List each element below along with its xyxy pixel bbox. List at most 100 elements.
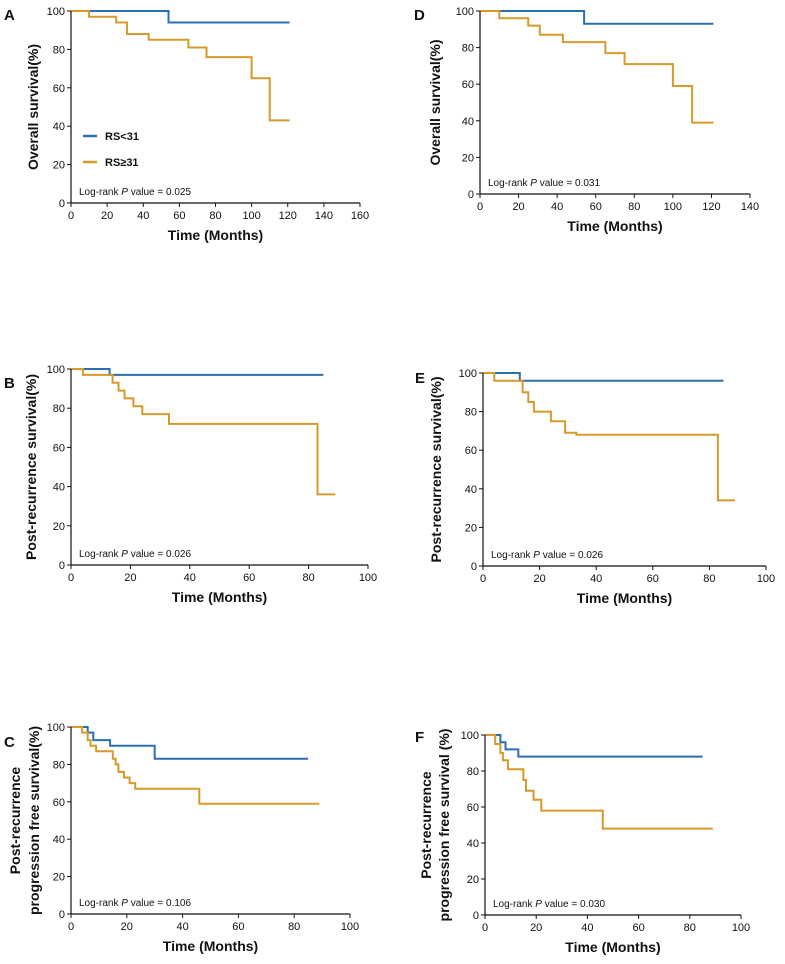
y-tick-label: 100 — [456, 6, 474, 18]
series-line-rs-31-or-above — [480, 10, 714, 124]
panel-label: B — [4, 375, 15, 392]
x-tick-label: 40 — [581, 922, 593, 934]
x-tick-label: 0 — [482, 922, 488, 934]
x-tick-label: 40 — [551, 201, 563, 213]
x-tick-label: 0 — [68, 210, 74, 222]
annotation-value: value = 0.025 — [128, 187, 192, 198]
y-tick-label: 0 — [59, 909, 65, 921]
x-tick-label: 20 — [121, 921, 133, 933]
annotation-value: value = 0.030 — [542, 899, 606, 910]
y-tick-label: 80 — [53, 44, 65, 56]
x-tick-label: 140 — [741, 201, 759, 213]
x-tick-label: 0 — [480, 573, 486, 585]
x-tick-label: 80 — [302, 572, 314, 584]
y-tick-label: 100 — [459, 368, 477, 380]
y-tick-label: 20 — [53, 160, 65, 172]
y-tick-label: 20 — [465, 522, 477, 534]
x-tick-label: 40 — [184, 572, 196, 584]
series-line-rs-below-31 — [71, 10, 290, 24]
x-tick-label: 80 — [288, 921, 300, 933]
y-tick-label: 80 — [467, 766, 479, 778]
series-line-rs-below-31 — [483, 372, 724, 382]
x-tick-label: 80 — [703, 573, 715, 585]
panel-label: F — [415, 729, 424, 746]
x-tick-label: 60 — [232, 921, 244, 933]
y-tick-label: 40 — [53, 121, 65, 133]
y-tick-label: 40 — [465, 484, 477, 496]
annotation-prefix: Log-rank — [488, 178, 530, 189]
y-tick-label: 60 — [462, 79, 474, 91]
logrank-annotation: Log-rank P value = 0.026 — [491, 550, 603, 561]
panel-b: B 0 20 40 60 80 100 0 20 40 60 80 100 Time (Months) Po… — [4, 364, 377, 605]
y-tick-label: 40 — [467, 838, 479, 850]
x-axis-title: Time (Months) — [163, 938, 258, 954]
y-tick-label: 60 — [53, 797, 65, 809]
series-line-rs-below-31 — [71, 368, 324, 376]
x-tick-label: 140 — [315, 210, 333, 222]
x-tick-label: 120 — [702, 201, 720, 213]
x-tick-label: 60 — [647, 573, 659, 585]
x-tick-label: 100 — [359, 572, 377, 584]
annotation-prefix: Log-rank — [491, 550, 533, 561]
y-tick-label: 0 — [59, 560, 65, 572]
x-tick-label: 60 — [173, 210, 185, 222]
annotation-value: value = 0.026 — [128, 549, 192, 560]
annotation-value: value = 0.106 — [128, 898, 192, 909]
x-tick-label: 100 — [242, 210, 260, 222]
x-tick-label: 60 — [590, 201, 602, 213]
y-tick-label: 0 — [471, 561, 477, 573]
y-axis-title: Post-recurrence survival(%) — [23, 374, 39, 560]
x-tick-label: 100 — [732, 922, 750, 934]
x-tick-label: 80 — [628, 201, 640, 213]
panel-label: A — [4, 7, 15, 24]
x-tick-label: 0 — [68, 921, 74, 933]
x-tick-label: 0 — [477, 201, 483, 213]
annotation-prefix: Log-rank — [79, 898, 121, 909]
x-tick-label: 120 — [279, 210, 297, 222]
x-tick-label: 20 — [124, 572, 136, 584]
annotation-p: P — [121, 898, 128, 909]
series-line-rs-31-or-above — [71, 10, 290, 122]
y-tick-label: 0 — [59, 198, 65, 210]
y-tick-label: 0 — [473, 910, 479, 922]
x-tick-label: 20 — [512, 201, 524, 213]
y-tick-label: 20 — [467, 874, 479, 886]
y-tick-label: 60 — [53, 442, 65, 454]
x-tick-label: 0 — [68, 572, 74, 584]
panel-a: A 0 20 40 60 80 100 120 140 160 0 20 40 60 80 100 Time (… — [4, 6, 369, 243]
y-tick-label: 20 — [53, 521, 65, 533]
annotation-prefix: Log-rank — [493, 899, 535, 910]
y-axis-title: Overall survival(%) — [427, 39, 443, 165]
y-tick-label: 80 — [465, 407, 477, 419]
y-tick-label: 80 — [462, 43, 474, 55]
x-axis-title: Time (Months) — [567, 218, 662, 234]
panel-label: D — [414, 7, 425, 24]
y-tick-label: 20 — [462, 152, 474, 164]
logrank-annotation: Log-rank P value = 0.106 — [79, 898, 191, 909]
annotation-p: P — [535, 899, 542, 910]
panel-label: C — [4, 734, 15, 751]
y-axis-title-line-2: progression free survival(%) — [26, 726, 42, 915]
y-axis-title-line-1: Post-recurrence — [418, 771, 434, 879]
annotation-p: P — [121, 549, 128, 560]
series-line-rs-below-31 — [485, 734, 703, 758]
panel-c: C 0 20 40 60 80 100 0 20 40 60 80 100 Time (Months) Po… — [4, 722, 359, 954]
y-axis-title: Post-recurrence survival(%) — [428, 377, 444, 563]
x-tick-label: 20 — [530, 922, 542, 934]
y-axis-title: Overall survival(%) — [25, 44, 41, 170]
panel-f: F 0 20 40 60 80 100 0 20 40 60 80 100 Time (Months) Po… — [415, 729, 750, 955]
y-tick-label: 100 — [47, 6, 65, 18]
series-line-rs-below-31 — [71, 726, 309, 760]
y-tick-label: 80 — [53, 403, 65, 415]
y-tick-label: 0 — [468, 189, 474, 201]
logrank-annotation: Log-rank P value = 0.026 — [79, 549, 191, 560]
x-tick-label: 100 — [664, 201, 682, 213]
series-line-rs-below-31 — [480, 10, 714, 25]
annotation-p: P — [121, 187, 128, 198]
x-tick-label: 20 — [533, 573, 545, 585]
annotation-value: value = 0.031 — [537, 178, 601, 189]
annotation-p: P — [533, 550, 540, 561]
series-line-rs-31-or-above — [71, 726, 320, 805]
x-tick-label: 20 — [101, 210, 113, 222]
